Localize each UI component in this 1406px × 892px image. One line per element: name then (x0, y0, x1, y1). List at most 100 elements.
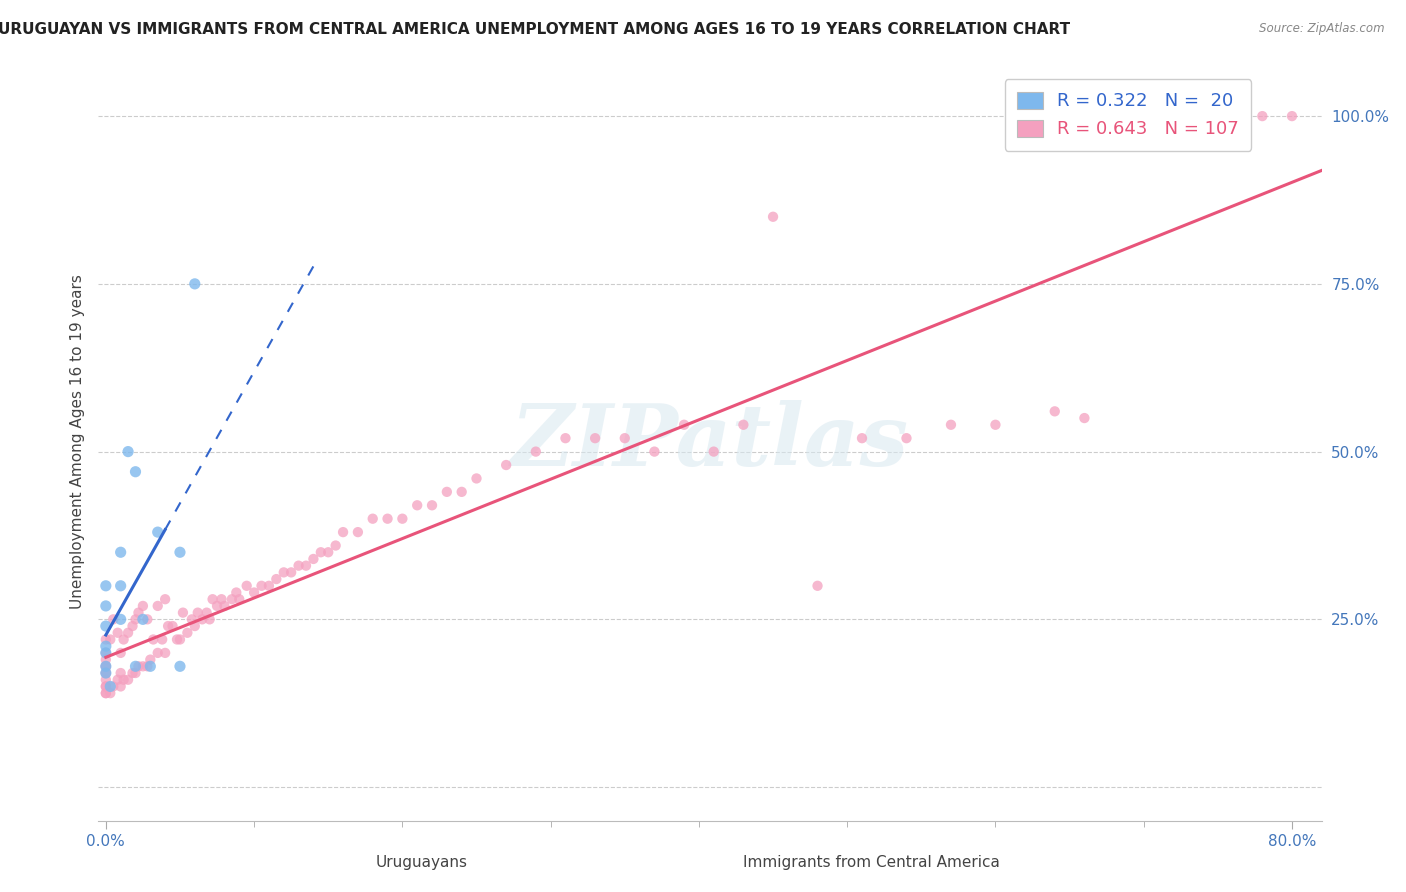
Point (332, 525, 354, 540)
Point (121, 619, 143, 633)
Point (117, 444, 139, 458)
Text: Immigrants from Central America: Immigrants from Central America (744, 855, 1000, 870)
Point (195, 606, 218, 620)
Point (94, 659, 117, 673)
Point (94, 686, 117, 700)
Point (554, 431, 576, 445)
Point (225, 585, 247, 599)
Point (153, 646, 176, 660)
Point (94, 646, 117, 660)
Point (733, 417, 755, 432)
Point (132, 599, 155, 613)
Point (221, 592, 243, 607)
Point (361, 512, 384, 526)
Point (117, 673, 139, 687)
Point (107, 625, 129, 640)
Point (112, 673, 135, 687)
Point (1251, 109, 1274, 123)
Point (98, 686, 121, 700)
Point (243, 585, 266, 599)
Point (228, 592, 250, 607)
Point (117, 625, 139, 640)
Point (391, 512, 413, 526)
Point (94, 686, 117, 700)
Point (176, 625, 198, 640)
Point (124, 465, 146, 479)
Point (150, 632, 173, 647)
Point (98, 632, 121, 647)
Point (184, 277, 207, 291)
Point (295, 558, 318, 573)
Point (377, 512, 399, 526)
Point (136, 659, 159, 673)
Y-axis label: Unemployment Among Ages 16 to 19 years: Unemployment Among Ages 16 to 19 years (69, 274, 84, 609)
Text: ZIPatlas: ZIPatlas (510, 400, 910, 483)
Point (583, 431, 606, 445)
Point (110, 612, 132, 626)
Point (94, 680, 117, 694)
Point (172, 606, 194, 620)
Point (643, 444, 665, 458)
Point (703, 444, 725, 458)
Point (1206, 109, 1229, 123)
Point (1043, 404, 1066, 418)
Point (187, 606, 209, 620)
Point (450, 484, 472, 499)
Point (325, 539, 347, 553)
Point (1073, 411, 1095, 425)
Point (406, 498, 429, 512)
Legend: R = 0.322   N =  20, R = 0.643   N = 107: R = 0.322 N = 20, R = 0.643 N = 107 (1005, 79, 1251, 151)
Point (302, 552, 325, 566)
Point (132, 612, 155, 626)
Point (124, 612, 146, 626)
Point (124, 666, 146, 681)
Point (273, 566, 295, 580)
Point (191, 612, 214, 626)
Point (94, 599, 117, 613)
Point (524, 444, 547, 458)
Text: Uruguayans: Uruguayans (375, 855, 468, 870)
Point (280, 566, 302, 580)
Point (94, 632, 117, 647)
Point (110, 680, 132, 694)
Point (103, 612, 125, 626)
Point (896, 431, 918, 445)
Point (347, 525, 370, 540)
Point (110, 646, 132, 660)
Point (205, 599, 228, 613)
Point (107, 673, 129, 687)
Point (103, 680, 125, 694)
Point (198, 612, 221, 626)
Point (127, 659, 149, 673)
Point (142, 632, 165, 647)
Point (436, 484, 458, 499)
Point (139, 659, 162, 673)
Point (94, 659, 117, 673)
Point (132, 659, 155, 673)
Point (146, 525, 169, 540)
Point (309, 545, 332, 559)
Point (180, 612, 202, 626)
Point (211, 592, 233, 607)
Point (250, 579, 273, 593)
Point (984, 417, 1007, 432)
Point (184, 619, 207, 633)
Text: URUGUAYAN VS IMMIGRANTS FROM CENTRAL AMERICA UNEMPLOYMENT AMONG AGES 16 TO 19 YE: URUGUAYAN VS IMMIGRANTS FROM CENTRAL AME… (0, 22, 1070, 37)
Point (166, 632, 188, 647)
Point (94, 666, 117, 681)
Point (112, 632, 135, 647)
Point (316, 545, 339, 559)
Point (94, 646, 117, 660)
Point (121, 666, 143, 681)
Point (420, 498, 443, 512)
Point (139, 652, 162, 666)
Point (673, 417, 696, 432)
Point (157, 619, 180, 633)
Point (1132, 109, 1154, 123)
Point (110, 666, 132, 681)
Point (94, 659, 117, 673)
Point (266, 572, 288, 586)
Point (169, 632, 191, 647)
Point (124, 659, 146, 673)
Point (146, 599, 169, 613)
